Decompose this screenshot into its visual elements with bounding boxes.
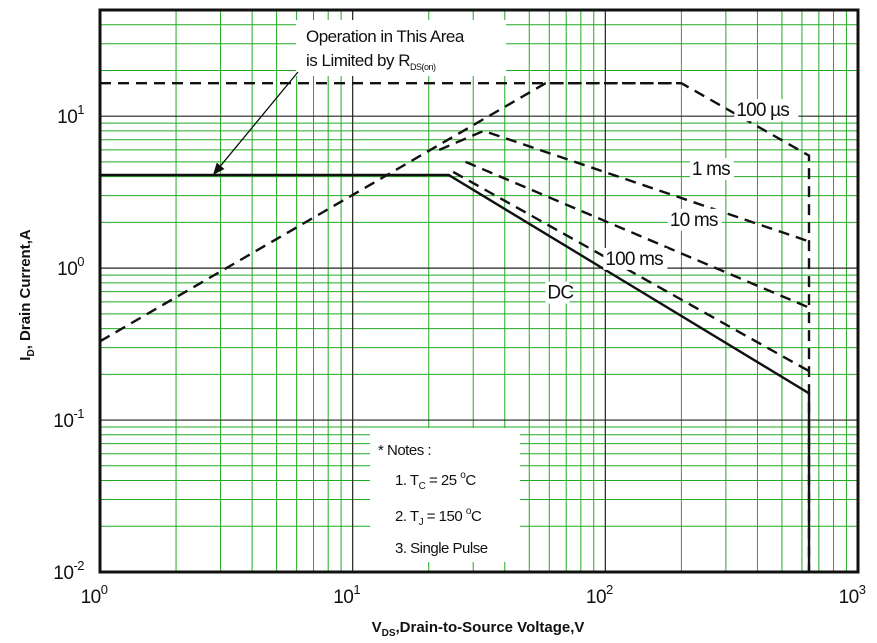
annotation-arrowhead [212, 162, 225, 176]
curve-label-background [545, 281, 570, 304]
x-tick-label: 100 [81, 582, 108, 608]
x-tick-label: 103 [839, 582, 866, 608]
y-tick-label: 101 [57, 102, 84, 128]
series-line-100-ms [452, 170, 810, 373]
series-line-1-ms [438, 129, 810, 243]
annotation-background [296, 20, 506, 76]
curve-label: 100 ms [605, 249, 663, 270]
y-tick-label: 10-1 [53, 406, 84, 432]
x-tick-label: 101 [333, 582, 360, 608]
notes-background [370, 428, 520, 562]
y-axis-title: ID, Drain Current,A [17, 229, 37, 361]
y-tick-label: 100 [57, 254, 84, 280]
x-tick-label: 102 [586, 582, 613, 608]
curve-label-background [689, 158, 734, 181]
tick-labels: 100 101 102 103 10-2 10-1 100 101 [53, 102, 866, 608]
curve-label-background [734, 99, 799, 122]
curve-label-background [603, 247, 668, 270]
annotation-arrow [218, 71, 299, 168]
curve-label-background [667, 208, 722, 231]
notes-title: * Notes : [378, 442, 431, 459]
x-axis-title: VDS,Drain-to-Source Voltage,V [372, 619, 585, 639]
annotation-line-2: is Limited by RDS(on) [306, 51, 436, 72]
curve-label: DC [547, 283, 573, 304]
series-layer [99, 81, 811, 572]
series-line-dc [100, 173, 811, 572]
note-3: 3. Single Pulse [395, 540, 488, 557]
note-2: 2. TJ = 150 oC [395, 506, 482, 528]
annotation-line-1: Operation in This Area [306, 27, 465, 46]
plot-frame [98, 8, 860, 574]
series-line-10-ms [465, 160, 810, 309]
curve-label: 1 ms [692, 159, 730, 180]
note-1: 1. TC = 25 oC [395, 470, 476, 492]
curve-labels: 100 µs 1 ms 10 ms 100 ms DC [545, 99, 799, 304]
y-tick-label: 10-2 [53, 558, 84, 584]
curve-label: 100 µs [736, 100, 789, 121]
curve-label: 10 ms [670, 210, 718, 231]
